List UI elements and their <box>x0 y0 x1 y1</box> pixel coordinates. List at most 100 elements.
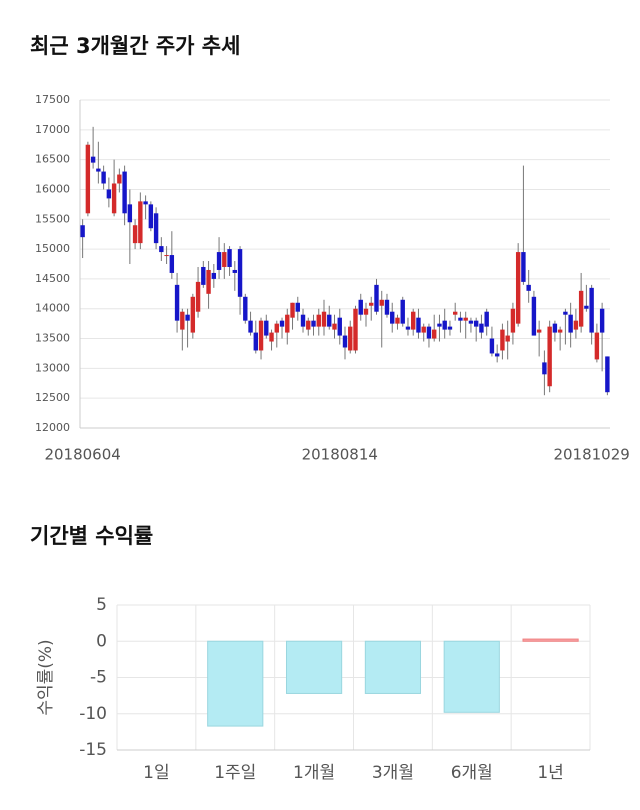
candle-body <box>300 314 306 327</box>
y-tick-label: 12000 <box>35 421 70 434</box>
candle-body <box>243 296 248 321</box>
candle-body <box>321 311 327 327</box>
candle-body <box>605 356 610 393</box>
x-tick-label: 20181029 <box>553 446 629 464</box>
candle-body <box>153 213 159 244</box>
candle-body <box>96 168 101 172</box>
y-tick-label: 16500 <box>35 153 70 166</box>
candle-body <box>531 296 537 336</box>
candle-body <box>500 329 505 351</box>
candle-body <box>484 311 489 327</box>
candle-body <box>426 326 432 339</box>
candle-body <box>237 249 243 297</box>
x-tick-label: 1개월 <box>293 763 335 783</box>
candle-body <box>463 317 468 321</box>
candle-body <box>589 287 594 333</box>
candle-body <box>374 284 379 312</box>
candle-body <box>421 326 426 333</box>
candle-body <box>348 326 353 351</box>
candle-body <box>526 284 531 291</box>
y-tick-label: 12500 <box>35 391 70 404</box>
y-tick-label: 15000 <box>35 242 70 255</box>
candle-body <box>568 314 573 333</box>
candle-body <box>90 156 96 163</box>
candle-body <box>384 299 390 315</box>
candle-body <box>290 302 295 318</box>
candle-body <box>390 311 395 324</box>
y-tick-label: -5 <box>90 668 107 688</box>
candle-body <box>405 326 411 330</box>
candle-body <box>111 183 117 214</box>
candle-body <box>578 290 584 327</box>
y-tick-label: 13500 <box>35 332 70 345</box>
x-tick-label: 1일 <box>143 763 169 783</box>
candle-body <box>232 269 238 273</box>
candle-body <box>594 332 600 360</box>
x-tick-label: 3개월 <box>372 763 414 783</box>
candle-body <box>253 332 258 351</box>
candle-body <box>195 281 201 312</box>
candle-body <box>458 317 463 321</box>
candle-body <box>264 320 269 336</box>
bar <box>285 640 343 694</box>
candle-body <box>216 252 222 270</box>
candle-body <box>416 317 421 333</box>
candle-body <box>479 323 484 333</box>
candle-body <box>442 320 447 330</box>
candle-body <box>258 320 264 351</box>
candle-body <box>369 302 374 306</box>
candle-body <box>190 296 196 333</box>
candle-body <box>211 272 217 279</box>
candle-body <box>117 174 122 184</box>
chart-title: 기간별 수익률 <box>30 524 153 548</box>
y-tick-label: 17000 <box>35 123 70 136</box>
candle-body <box>227 249 232 267</box>
y-axis-label: 수익률(%) <box>36 639 56 715</box>
candle-body <box>515 252 521 324</box>
candle-body <box>494 353 500 357</box>
candle-body <box>85 144 91 214</box>
candle-body <box>222 252 227 267</box>
y-tick-label: 15500 <box>35 212 70 225</box>
x-tick-label: 20180814 <box>302 446 378 464</box>
candle-body <box>206 269 211 294</box>
x-tick-label: 1년 <box>537 763 563 783</box>
candle-body <box>159 246 164 253</box>
candle-body <box>379 299 384 306</box>
candle-body <box>148 204 154 229</box>
candle-body <box>599 308 605 333</box>
candle-body <box>279 320 285 327</box>
y-tick-label: 0 <box>96 631 107 651</box>
candle-body <box>432 329 437 339</box>
candle-body <box>452 311 458 315</box>
candle-body <box>327 314 332 327</box>
x-tick-label: 6개월 <box>451 763 493 783</box>
candle-body <box>473 320 479 327</box>
candle-body <box>542 362 547 375</box>
y-tick-label: 16000 <box>35 182 70 195</box>
candle-body <box>510 308 516 333</box>
candle-body <box>411 311 416 330</box>
candle-body <box>547 326 552 387</box>
y-tick-label: -10 <box>79 704 107 724</box>
y-tick-label: 17500 <box>35 93 70 106</box>
candle-body <box>437 323 442 327</box>
candle-body <box>395 317 400 324</box>
candle-body <box>584 305 589 309</box>
bar <box>443 640 500 713</box>
candle-body <box>285 314 290 333</box>
candle-body <box>138 201 143 244</box>
candle-body <box>552 323 558 333</box>
candle-body <box>295 302 300 312</box>
candle-body <box>447 326 453 330</box>
candle-body <box>363 308 369 315</box>
candle-body <box>468 320 474 324</box>
candle-body <box>122 171 127 214</box>
candle-body <box>353 308 358 351</box>
x-tick-label: 20180604 <box>44 446 120 464</box>
bar <box>364 640 422 694</box>
candle-body <box>337 317 342 336</box>
y-tick-label: -15 <box>79 740 107 760</box>
